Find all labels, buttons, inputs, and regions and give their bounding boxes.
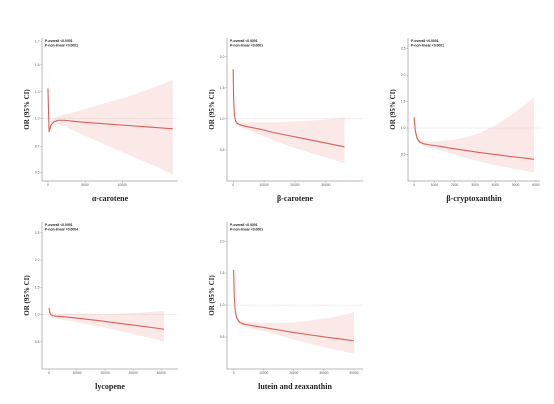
x-axis-label: lutein and zeaxanthin <box>258 382 332 391</box>
y-tick-label: 1.7 <box>35 39 40 43</box>
y-tick-label: 1.0 <box>35 117 40 121</box>
x-tick-label: 0 <box>232 183 234 187</box>
p-value-annotation: P-non-linear =0.0004 <box>45 228 78 232</box>
chart-panel-2: 0.5 1.0 1.5 2.0 0 10000 20000 30000 P-overall <0… <box>195 28 370 208</box>
x-tick-label: 4000 <box>492 183 500 187</box>
x-tick-label: 30000 <box>321 183 330 187</box>
chart-panel-5: 0.5 1.0 1.5 2.0 0 10000 20000 30000 40000 P-overa… <box>195 212 370 397</box>
y-tick-label: 2.5 <box>35 231 40 235</box>
or-curve <box>233 269 355 342</box>
x-tick-label: 0 <box>233 371 235 375</box>
p-value-annotation: P-non-linear <0.0001 <box>230 44 263 48</box>
y-tick-label: 0.5 <box>35 170 40 174</box>
y-tick-label: 2.0 <box>220 239 225 243</box>
or-curve <box>47 88 173 133</box>
chart-svg-2: 0.5 1.0 1.5 2.0 0 10000 20000 30000 P-overall <0… <box>208 38 363 203</box>
or-curve <box>48 307 165 330</box>
x-tick-label: 10000 <box>118 183 127 187</box>
x-axis-label: lycopene <box>95 382 125 391</box>
y-tick-label: 0.5 <box>220 335 225 339</box>
x-axis-label: α-carotene <box>92 194 129 203</box>
p-value-annotation: P-overall <0.0001 <box>411 39 439 43</box>
y-tick-label: 0.7 <box>35 145 40 149</box>
or-curve <box>232 69 345 148</box>
y-tick-label: 1.3 <box>35 90 40 94</box>
y-tick-label: 2.5 <box>401 47 406 51</box>
or-curve <box>413 117 534 160</box>
y-axis-label: OR (95% CI) <box>208 89 216 130</box>
y-tick-label: 1.0 <box>401 126 406 130</box>
x-tick-label: 3000 <box>471 183 479 187</box>
p-value-annotation: P-non-linear <0.0001 <box>45 44 78 48</box>
x-tick-label: 6000 <box>532 183 540 187</box>
x-tick-label: 1000 <box>431 183 439 187</box>
chart-svg-5: 0.5 1.0 1.5 2.0 0 10000 20000 30000 40000 P-overa… <box>208 222 363 391</box>
y-tick-label: 1.5 <box>401 100 406 104</box>
y-tick-label: 2.0 <box>401 73 406 77</box>
x-tick-label: 0 <box>413 183 415 187</box>
x-tick-label: 0 <box>47 183 49 187</box>
y-tick-label: 1.5 <box>220 86 225 90</box>
x-tick-label: 2000 <box>451 183 459 187</box>
y-axis-label: OR (95% CI) <box>23 275 31 316</box>
y-tick-label: 1.0 <box>35 313 40 317</box>
y-tick-label: 0.5 <box>220 148 225 152</box>
y-tick-label: 1.0 <box>220 117 225 121</box>
x-tick-label: 0 <box>48 371 50 375</box>
y-tick-label: 0.5 <box>401 153 406 157</box>
y-axis-label: OR (95% CI) <box>389 89 397 130</box>
ci-band <box>233 257 354 354</box>
chart-panel-4: 0.5 1.0 1.5 2.0 2.5 0 10000 20000 30000 40000 P-ov… <box>10 212 180 397</box>
x-tick-label: 20000 <box>290 183 299 187</box>
ci-band <box>47 64 173 175</box>
ci-band <box>414 97 534 173</box>
y-axis-label: OR (95% CI) <box>23 89 31 130</box>
y-tick-label: 1.5 <box>35 63 40 67</box>
x-tick-label: 20000 <box>101 371 110 375</box>
p-value-annotation: P-non-linear <0.0001 <box>230 228 263 232</box>
x-tick-label: 20000 <box>289 371 298 375</box>
chart-svg-1: 0.5 1.0 1.5 1.3 0.7 1.7 0 5000 10000 P-overall <0… <box>23 38 178 203</box>
y-tick-label: 1.0 <box>220 303 225 307</box>
x-axis-label: β-cryptoxanthin <box>446 194 502 203</box>
x-tick-label: 5000 <box>512 183 520 187</box>
chart-svg-4: 0.5 1.0 1.5 2.0 2.5 0 10000 20000 30000 40000 P-ov… <box>23 222 178 391</box>
ci-band <box>233 53 345 163</box>
p-value-annotation: P-overall <0.0001 <box>230 39 258 43</box>
chart-panel-3: 0.5 1.0 1.5 2.0 2.5 0 1000 2000 3000 4000 5000 6000… <box>378 28 548 208</box>
x-tick-label: 40000 <box>157 371 166 375</box>
y-tick-label: 2.0 <box>220 55 225 59</box>
y-axis-label: OR (95% CI) <box>208 275 216 316</box>
x-tick-label: 10000 <box>260 183 269 187</box>
p-value-annotation: P-overall <0.0001 <box>45 39 73 43</box>
x-tick-label: 10000 <box>72 371 81 375</box>
x-tick-label: 30000 <box>129 371 138 375</box>
p-value-annotation: P-overall <0.0001 <box>230 223 258 227</box>
chart-panel-1: 0.5 1.0 1.5 1.3 0.7 1.7 0 5000 10000 P-overall <0… <box>10 28 180 208</box>
x-tick-label: 30000 <box>319 371 328 375</box>
x-tick-label: 10000 <box>259 371 268 375</box>
x-axis-label: β-carotene <box>277 194 314 203</box>
y-tick-label: 1.5 <box>220 271 225 275</box>
chart-svg-3: 0.5 1.0 1.5 2.0 2.5 0 1000 2000 3000 4000 5000 6000… <box>389 38 540 203</box>
y-tick-label: 0.5 <box>35 340 40 344</box>
y-tick-label: 1.5 <box>35 285 40 289</box>
p-value-annotation: P-non-linear <0.0001 <box>411 44 444 48</box>
x-tick-label: 5000 <box>81 183 89 187</box>
y-tick-label: 2.0 <box>35 258 40 262</box>
p-value-annotation: P-overall <0.0001 <box>45 223 73 227</box>
x-tick-label: 40000 <box>349 371 358 375</box>
